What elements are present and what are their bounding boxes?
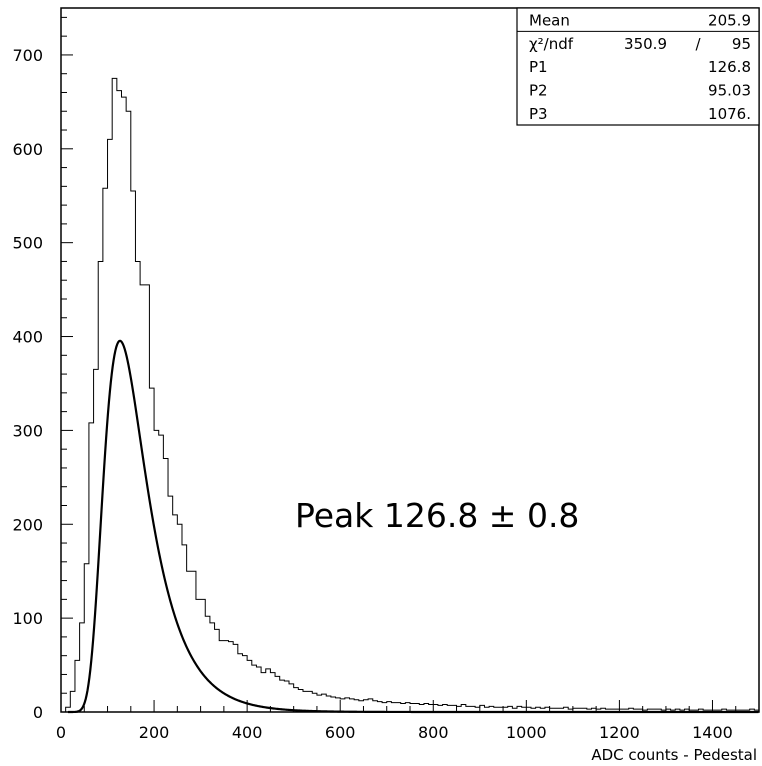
stats-value-1: 350.9 [624,35,667,53]
x-tick-label: 400 [232,723,263,742]
stats-separator: / [695,35,701,53]
peak-annotation: Peak 126.8 ± 0.8 [295,496,579,535]
y-tick-labels: 0 100 200 300 400 500 600 700 [12,46,43,722]
y-tick-label: 300 [12,421,43,440]
y-tick-label: 700 [12,46,43,65]
y-tick-label: 0 [33,703,43,722]
x-tick-label: 200 [139,723,170,742]
stats-label: Mean [529,11,570,29]
x-tick-label: 600 [325,723,356,742]
plot-frame [60,7,760,713]
stats-label: P2 [529,82,548,100]
stats-value: 205.9 [708,11,751,29]
y-tick-label: 100 [12,609,43,628]
x-tick-label: 1400 [692,723,733,742]
stats-label: P1 [529,58,548,76]
stats-value: 1076. [708,105,751,123]
stats-label: P3 [529,105,548,123]
stats-value: 95.03 [708,82,751,100]
stats-box-frame [516,7,760,126]
y-tick-label: 600 [12,140,43,159]
x-tick-label: 1000 [506,723,547,742]
stats-value: 126.8 [708,58,751,76]
x-axis-title: ADC counts - Pedestal [591,746,757,764]
histogram-steps [61,77,760,713]
x-tick-label: 800 [418,723,449,742]
y-tick-label: 200 [12,515,43,534]
x-tick-label: 0 [56,723,66,742]
y-tick-label: 500 [12,234,43,253]
x-tick-labels: 0 200 400 600 800 1000 1200 1400 [56,723,733,742]
stats-value: 95 [732,35,751,53]
stats-label: χ²/ndf [529,35,574,53]
stats-box: Mean 205.9 χ²/ndf 350.9 / 95 P1 126.8 P2 95.03 P3 1… [516,7,760,126]
x-tick-label: 1200 [599,723,640,742]
y-tick-label: 400 [12,328,43,347]
